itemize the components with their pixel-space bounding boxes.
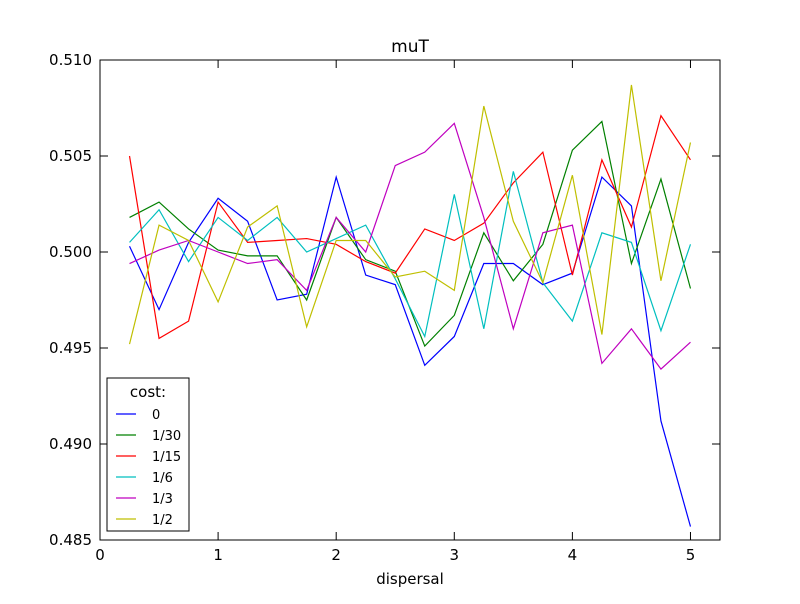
legend-title: cost: [130, 383, 166, 401]
legend-label: 0 [152, 408, 160, 423]
x-tick-label: 0 [95, 546, 105, 564]
chart-title: muT [391, 37, 429, 57]
y-tick-label: 0.500 [49, 243, 92, 261]
series-line-1-6 [129, 171, 692, 339]
x-axis-label: dispersal [376, 570, 444, 588]
series-layer [128, 84, 692, 527]
y-tick-label: 0.495 [49, 339, 92, 357]
y-tick-label: 0.485 [49, 531, 92, 549]
legend-box [106, 377, 190, 532]
legend-label: 1/6 [152, 471, 173, 486]
x-axis: 0 1 2 3 4 5 [95, 60, 695, 564]
x-tick-label: 2 [331, 546, 341, 564]
legend-items: 0 1/30 1/15 1/6 1/3 1/2 [116, 408, 181, 528]
y-tick-label: 0.510 [49, 51, 92, 69]
y-tick-label: 0.505 [49, 147, 92, 165]
x-tick-label: 5 [686, 546, 696, 564]
y-tick-label: 0.490 [49, 435, 92, 453]
x-tick-label: 4 [568, 546, 578, 564]
series-line-1-2 [128, 84, 692, 345]
legend-label: 1/15 [152, 450, 181, 465]
legend-label: 1/3 [152, 492, 173, 507]
plot-frame [99, 59, 721, 541]
y-axis: 0.485 0.490 0.495 0.500 0.505 0.510 [49, 51, 720, 549]
x-tick-label: 1 [213, 546, 223, 564]
series-line-0 [128, 174, 692, 527]
series-line-1-15 [128, 114, 691, 340]
legend-label: 1/30 [152, 429, 181, 444]
x-tick-label: 3 [450, 546, 460, 564]
series-line-1-3 [129, 122, 691, 371]
legend: cost: 0 1/30 1/15 1/6 1/3 1/2 [106, 377, 190, 532]
legend-label: 1/2 [152, 513, 173, 528]
